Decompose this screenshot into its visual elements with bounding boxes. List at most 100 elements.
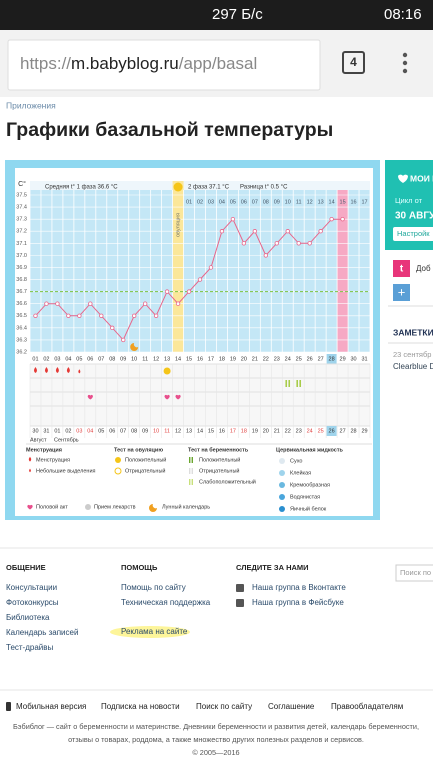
pregnancy-test [299,380,302,387]
url-field[interactable] [7,39,321,91]
date-label: 30 [32,428,38,434]
y-tick-label: 36.2 [16,349,27,355]
highlight [110,626,190,638]
temperature-point [296,241,301,246]
legend-item: Клейкая [290,469,311,476]
month-label: Сентябрь [54,437,79,443]
legend-item: Прием лекарств [94,504,136,510]
date-label: 12 [175,428,181,434]
date-label: 21 [274,428,280,434]
settings-button[interactable] [393,227,433,241]
temperature-point [285,229,290,234]
tabs-button[interactable] [342,51,365,74]
bottom-link[interactable]: Мобильная версия [16,702,86,711]
y-tick-label: 37.1 [16,241,27,247]
legend-item: Отрицательный [199,467,240,474]
temperature-point [274,241,279,246]
legend-icon [149,504,157,512]
plot-area [30,190,370,352]
date-label: 10 [153,428,159,434]
phase2-day: 11 [296,199,302,205]
temperature-point [164,289,170,294]
footer-link[interactable]: Библиотека [6,613,50,622]
temperature-point [340,216,345,222]
cycle-label: Цикл от [395,196,423,205]
footer-link[interactable]: Наша группа в Фейсбуке [252,598,344,607]
about-text: отзывы о товарах, роддома, а также множе… [68,735,364,744]
page-title: Графики базальной температуры [6,119,333,141]
x-tick-label: 11 [142,356,148,362]
y-tick-label: 36.5 [16,313,27,319]
legend-icon [85,504,91,510]
plus-icon[interactable] [393,284,410,301]
legend-item: Яичный белок [290,505,327,512]
legend-icon [279,458,285,464]
bottom-link[interactable]: Подписка на новости [101,702,180,711]
temperature-point [99,313,104,318]
x-tick-label: 08 [109,356,115,362]
tumblr-icon[interactable] [393,260,410,277]
date-label: 13 [186,428,192,434]
date-label: 06 [109,428,115,434]
period-column [337,190,349,352]
x-tick-label: 16 [197,356,203,362]
date-label: 31 [43,428,49,434]
light-discharge-drop [78,369,81,374]
temperature-point [110,325,115,331]
x-tick-label: 29 [340,356,346,362]
footer-link[interactable]: Наша группа в Вконтакте [252,583,346,592]
phase2-day: 10 [285,199,291,205]
x-tick-label: 18 [219,356,225,362]
footer-link[interactable]: Тест-драйвы [6,643,54,652]
footer-link[interactable]: Помощь по сайту [121,583,186,592]
ovulation-test [163,367,171,375]
date-label: 18 [241,428,247,434]
date-label: 08 [131,428,137,434]
phase2-day: 17 [361,199,367,205]
menstruation-drop [44,367,48,373]
pregnancy-test [288,380,291,387]
date-label: 04 [87,428,93,434]
legend-icon [29,468,31,473]
search-box[interactable] [395,564,433,582]
url: https://m.babyblog.ru/app/basal [20,54,257,73]
plus-glyph: + [398,284,406,299]
date-label: 25 [318,428,324,434]
temperature-point [153,313,159,318]
bottom-link[interactable]: Соглашение [268,702,315,711]
date-label: 14 [197,428,203,434]
date-label: 03 [76,428,82,434]
bottom-link[interactable]: Правообладателям [331,702,403,711]
footer-link[interactable]: Консультации [6,583,57,592]
settings-label: Настройк [397,229,430,238]
cycle-date: 30 АВГУ [395,211,433,222]
footer-link[interactable]: Фотоконкурсы [6,598,59,607]
x-tick-label: 24 [285,356,291,362]
pregnancy-test [296,380,299,387]
menu-button[interactable] [402,52,408,74]
footer-link[interactable]: Техническая поддержка [121,598,211,607]
legend-title: Тест на овуляцию [114,447,163,453]
x-tick-label: 28 [329,356,335,362]
bottom-link[interactable]: Поиск по сайту [196,702,252,711]
legend-icon [279,506,285,512]
legend-item: Слабоположительный [199,478,256,485]
legend-icon [114,467,122,475]
pregnancy-test [285,380,288,387]
social-icon [236,599,244,607]
sidebar-heading: МОИ П [410,173,433,183]
temperature-point [121,337,126,343]
footer-link[interactable]: Календарь записей [6,628,78,637]
intercourse-heart [87,394,93,400]
date-label: 05 [98,428,104,434]
note-text[interactable]: Clearblue D [393,362,433,371]
difference-summary: Разница t° 0.5 °C [240,185,288,191]
legend-icon [191,468,193,474]
date-label: 22 [285,428,291,434]
x-tick-label: 25 [296,356,302,362]
temperature-point [142,301,148,306]
y-tick-label: 37.5 [16,192,27,198]
footer-link[interactable]: Реклама на сайте [121,627,188,636]
breadcrumb[interactable]: Приложения [6,100,56,110]
